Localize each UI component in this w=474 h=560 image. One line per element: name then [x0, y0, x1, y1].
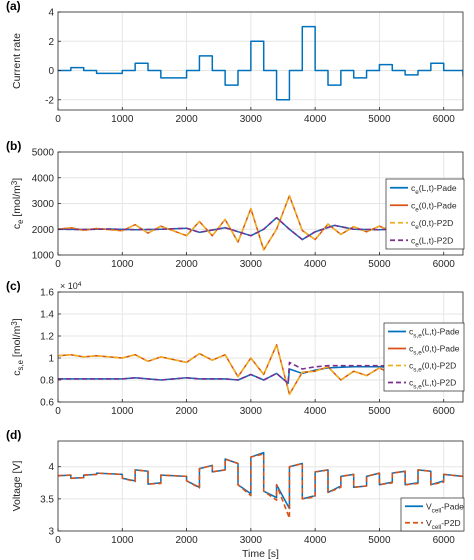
y-tick-label: 1.2 [40, 332, 54, 343]
y-axis-label: Current rate [11, 33, 23, 89]
y-exponent-label: × 104 [60, 281, 82, 291]
x-tick-label: 6000 [433, 406, 456, 417]
series-line-4 [58, 216, 463, 241]
legend: Vcell-Pade Vcell-P2D [400, 497, 465, 532]
y-tick-label: 2000 [32, 225, 55, 236]
y-tick-label: 4 [48, 8, 54, 19]
y-axis-label: cs,e [mol/m3] [10, 318, 25, 376]
x-tick-label: 1000 [111, 535, 134, 546]
y-tick-label: 0.8 [40, 376, 54, 387]
y-tick-label: 1.6 [40, 288, 54, 299]
x-tick-label: 3000 [240, 406, 263, 417]
y-tick-label: 5000 [32, 148, 55, 159]
x-tick-label: 4000 [304, 259, 327, 270]
x-tick-label: 1000 [111, 259, 134, 270]
x-axis: 0 1000 2000 3000 4000 5000 6000 [55, 399, 455, 417]
y-axis: 0.6 0.8 1 1.2 1.4 1.6 [40, 288, 61, 409]
x-tick-label: 4000 [304, 406, 327, 417]
x-tick-label: 5000 [368, 259, 391, 270]
legend-box [400, 497, 465, 532]
panel-c: 0 1000 2000 3000 4000 5000 6000 0.6 0.8 1 1.2 1.4 1.… [6, 279, 465, 417]
legend-label: cs,e(L,t)-Pade [409, 327, 460, 340]
x-tick-label: 0 [55, 114, 61, 125]
legend-label: Vcell-P2D [426, 518, 461, 531]
axes-frame [57, 11, 464, 111]
y-axis: 33.54 [40, 462, 61, 538]
plot-area [58, 441, 463, 531]
y-axis-label: ce [mol/m3] [10, 178, 25, 229]
x-tick-label: 6000 [433, 535, 456, 546]
legend-label: Vcell-Pade [426, 501, 464, 514]
x-tick-label: 6000 [433, 114, 456, 125]
x-tick-label: 5000 [368, 406, 391, 417]
y-tick-label: -2 [45, 95, 54, 106]
panel-label: (b) [6, 139, 21, 153]
x-tick-label: 4000 [304, 114, 327, 125]
y-tick-label: 3.5 [40, 494, 54, 505]
panel-label: (c) [6, 279, 21, 293]
plot-area [58, 12, 463, 110]
legend-label: cs,e(L,t)-P2D [409, 378, 456, 391]
y-tick-label: 0.6 [40, 398, 54, 409]
x-tick-label: 0 [55, 535, 61, 546]
y-tick-label: 4 [48, 462, 54, 473]
y-tick-label: 3000 [32, 199, 55, 210]
axes-frame [57, 440, 464, 532]
x-tick-label: 5000 [368, 535, 391, 546]
y-tick-label: 1000 [32, 251, 55, 262]
legend: cs,e(L,t)-Pade cs,e(0,t)-Pade cs,e(0,t)-P2… [383, 322, 465, 392]
x-axis: 0 1000 2000 3000 4000 5000 6000 [55, 252, 455, 270]
x-tick-label: 2000 [175, 535, 198, 546]
legend-box [385, 178, 465, 250]
x-axis-label: Time [s] [242, 548, 279, 560]
series-line-4 [58, 361, 463, 385]
x-tick-label: 4000 [304, 535, 327, 546]
x-tick-label: 6000 [433, 259, 456, 270]
x-tick-label: 1000 [111, 114, 134, 125]
panel-label: (d) [6, 428, 21, 442]
y-tick-label: 4000 [32, 173, 55, 184]
x-tick-label: 5000 [368, 114, 391, 125]
x-tick-label: 1000 [111, 406, 134, 417]
y-tick-label: 3 [48, 527, 54, 538]
series-line-3 [58, 194, 463, 251]
x-tick-label: 0 [55, 259, 61, 270]
x-axis: 0 1000 2000 3000 4000 5000 6000 [55, 107, 455, 125]
legend-box [383, 322, 465, 392]
x-tick-label: 2000 [175, 406, 198, 417]
legend-label: cs,e(0,t)-Pade [409, 344, 460, 357]
legend-label: ce(L,t)-Pade [411, 183, 457, 196]
series-group [58, 25, 463, 101]
legend-label: cs,e(0,t)-P2D [409, 361, 456, 374]
x-tick-label: 3000 [240, 535, 263, 546]
series-group [58, 451, 463, 519]
series-line-2 [58, 453, 463, 519]
panel-b: 0 1000 2000 3000 4000 5000 6000100020003000400… [6, 139, 465, 270]
y-tick-label: 1 [48, 354, 54, 365]
y-tick-label: 0 [48, 66, 54, 77]
legend-label: ce(0,t)-Pade [411, 200, 457, 213]
series-line-1 [58, 25, 463, 101]
y-axis: 1000 2000 3000 4000 5000 [32, 148, 61, 262]
legend: ce(L,t)-Pade ce(0,t)-Pade ce(0,t)-P2D ce(L,… [385, 178, 465, 250]
y-tick-label: 1.4 [40, 310, 54, 321]
legend-label: ce(L,t)-P2D [411, 235, 453, 248]
x-tick-label: 2000 [175, 259, 198, 270]
legend-label: ce(0,t)-P2D [411, 218, 453, 231]
y-axis: -2 0 2 4 [45, 8, 61, 106]
x-tick-label: 3000 [240, 259, 263, 270]
x-tick-label: 0 [55, 406, 61, 417]
y-axis-label: Voltage [V] [11, 461, 23, 512]
panel-label: (a) [6, 0, 21, 13]
x-tick-label: 3000 [240, 114, 263, 125]
y-tick-label: 2 [48, 37, 54, 48]
x-tick-label: 2000 [175, 114, 198, 125]
